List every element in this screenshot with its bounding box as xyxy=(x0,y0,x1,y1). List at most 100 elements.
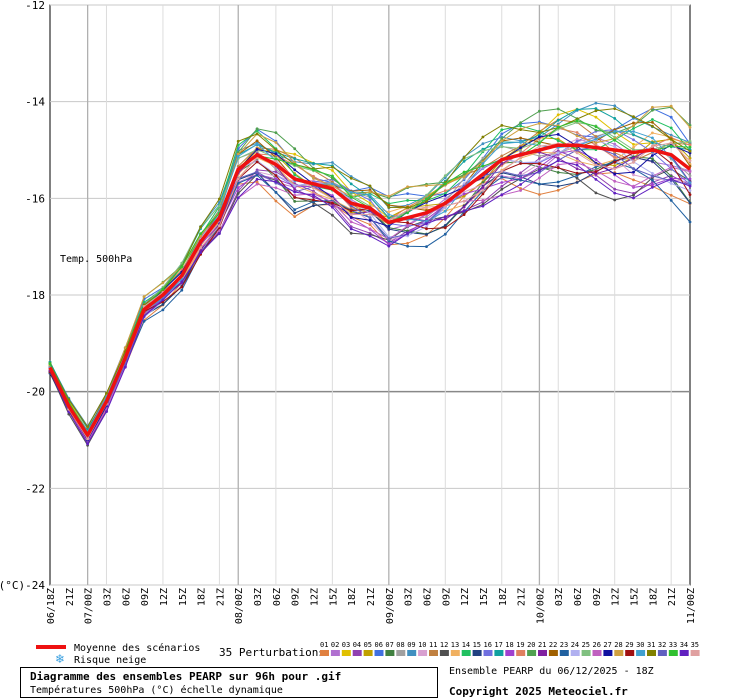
ensemble-member-point xyxy=(594,125,598,129)
ensemble-member-point xyxy=(538,182,541,186)
ensemble-member-point xyxy=(575,163,579,167)
ensemble-member-point xyxy=(368,190,372,194)
ensemble-member-point xyxy=(575,174,579,177)
ensemble-member-point xyxy=(651,157,654,161)
ensemble-member-point xyxy=(632,143,635,146)
ensemble-member-point xyxy=(575,119,579,123)
x-tick-label: 18Z xyxy=(648,588,659,606)
ensemble-member-point xyxy=(575,134,579,138)
ensemble-member-point xyxy=(368,216,372,220)
ensemble-member-point xyxy=(274,157,278,161)
legend-perturbation-id: 15 xyxy=(473,641,481,649)
ensemble-member-point xyxy=(500,175,504,179)
ensemble-member-point xyxy=(425,184,428,188)
ensemble-member-point xyxy=(632,130,635,133)
ensemble-member-point xyxy=(293,157,297,161)
x-tick-label: 03Z xyxy=(554,588,565,606)
ensemble-member-point xyxy=(688,170,692,174)
ensemble-member-point xyxy=(86,437,89,441)
inner-variable-label: Temp. 500hPa xyxy=(60,254,132,265)
ensemble-member-point xyxy=(406,206,409,210)
legend-perturbation-swatch xyxy=(341,650,351,656)
ensemble-member-point xyxy=(688,126,692,129)
ensemble-member-point xyxy=(519,187,522,190)
ensemble-member-point xyxy=(538,109,541,113)
ensemble-member-point xyxy=(48,362,52,366)
ensemble-member-point xyxy=(425,233,428,236)
legend-perturbation-swatch xyxy=(450,650,460,656)
ensemble-member-point xyxy=(443,224,447,227)
ensemble-member-point xyxy=(425,193,428,197)
ensemble-member-point xyxy=(218,224,221,228)
ensemble-member-point xyxy=(105,410,108,413)
ensemble-member-point xyxy=(425,225,428,229)
x-tick-label: 03Z xyxy=(404,588,415,606)
ensemble-member-point xyxy=(349,209,353,213)
ensemble-member-point xyxy=(575,151,579,155)
ensemble-member-point xyxy=(443,197,447,201)
ensemble-member-point xyxy=(556,156,560,160)
ensemble-member-point xyxy=(331,213,334,217)
ensemble-member-point xyxy=(538,144,541,148)
legend-perturbation-swatch xyxy=(570,650,580,656)
ensemble-member-point xyxy=(556,125,560,129)
ensemble-member-point xyxy=(632,196,635,200)
x-tick-label: 10/00Z xyxy=(535,588,546,624)
ensemble-member-point xyxy=(462,182,466,186)
x-tick-label: 06Z xyxy=(422,588,433,606)
ensemble-member-point xyxy=(519,189,522,192)
ensemble-member-point xyxy=(556,159,560,163)
ensemble-member-point xyxy=(180,285,184,289)
legend-perturbation-id: 30 xyxy=(636,641,644,649)
chart-subtitle: Températures 500hPa (°C) échelle dynamiq… xyxy=(30,685,283,696)
ensemble-member-point xyxy=(86,442,89,446)
ensemble-member-point xyxy=(331,184,334,188)
ensemble-member-point xyxy=(575,181,579,184)
legend-perturbation-swatch xyxy=(668,650,678,656)
ensemble-member-point xyxy=(293,173,297,177)
legend-perturbation-id: 31 xyxy=(647,641,655,649)
x-tick-label: 12Z xyxy=(310,588,321,606)
ensemble-member-point xyxy=(443,182,447,186)
snowflake-icon: ❄ xyxy=(55,652,65,666)
ensemble-member-point xyxy=(255,160,259,164)
ensemble-member-point xyxy=(331,161,334,164)
ensemble-member-point xyxy=(632,167,635,171)
ensemble-member-point xyxy=(425,197,428,201)
x-tick-label: 06Z xyxy=(272,588,283,606)
legend-perturbation-swatch xyxy=(429,650,438,656)
ensemble-member-point xyxy=(500,193,504,197)
legend-perturbation-id: 03 xyxy=(342,641,350,649)
ensemble-member-point xyxy=(651,154,654,157)
ensemble-member-point xyxy=(387,216,391,220)
y-tick-label: -12 xyxy=(25,0,45,12)
ensemble-member-point xyxy=(255,147,259,151)
ensemble-member-point xyxy=(443,174,447,178)
ensemble-member-point xyxy=(349,220,353,224)
ensemble-member-point xyxy=(632,138,635,142)
legend-perturbation-swatch xyxy=(625,650,635,656)
ensemble-member-point xyxy=(481,156,485,160)
ensemble-member-point xyxy=(632,133,635,137)
ensemble-member-point xyxy=(500,187,504,191)
ensemble-member-point xyxy=(651,120,654,124)
ensemble-member-point xyxy=(218,204,221,208)
ensemble-member-point xyxy=(443,232,447,236)
legend-perturbation-swatch xyxy=(330,650,340,656)
ensemble-member-point xyxy=(274,174,278,177)
ensemble-member-point xyxy=(519,171,522,175)
ensemble-member-point xyxy=(613,117,617,120)
ensemble-member-point xyxy=(538,131,541,134)
ensemble-member-point xyxy=(443,226,447,230)
ensemble-member-point xyxy=(462,170,466,174)
x-tick-label: 06Z xyxy=(573,588,584,606)
legend-perturbation-id: 23 xyxy=(560,641,568,649)
ensemble-member-point xyxy=(688,193,692,197)
ensemble-member-point xyxy=(651,108,654,112)
ensemble-member-point xyxy=(142,300,146,304)
ensemble-member-point xyxy=(481,142,485,146)
ensemble-member-point xyxy=(688,145,692,149)
ensemble-member-point xyxy=(331,201,334,205)
ensemble-member-point xyxy=(387,224,391,228)
x-tick-label: 09Z xyxy=(592,588,603,606)
